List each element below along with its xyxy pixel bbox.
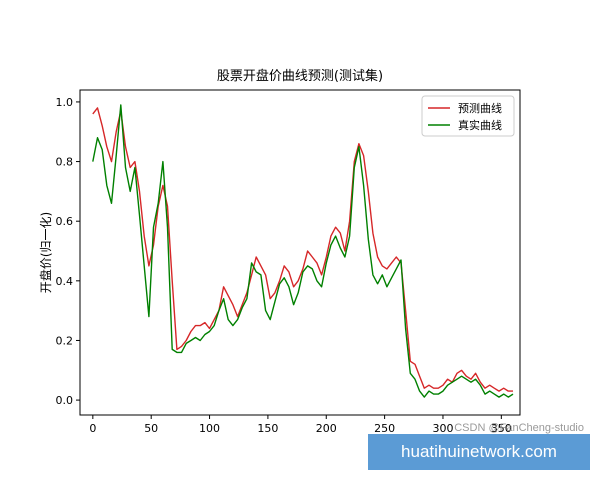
series-line-actual (92, 104, 514, 398)
axes: 0 50 100 150 200 250 300 350 0.0 0.2 0.4 0.6 0.8 1.0 (56, 89, 521, 435)
x-tick-label: 150 (257, 422, 278, 435)
y-tick-label: 0.4 (56, 275, 74, 288)
x-tick-label: 0 (89, 422, 96, 435)
y-tick-label: 0.8 (56, 156, 74, 169)
watermark: CSDN @FanCheng-studio (454, 422, 584, 434)
plot-frame (79, 89, 521, 416)
x-tick-label: 100 (199, 422, 220, 435)
x-tick-label: 250 (374, 422, 395, 435)
x-tick-label: 300 (432, 422, 453, 435)
footer-banner: huatihuinetwork.com (368, 434, 590, 470)
legend-label: 真实曲线 (458, 118, 502, 132)
legend-label: 预测曲线 (458, 101, 502, 115)
series-group (92, 104, 514, 398)
chart-title: 股票开盘价曲线预测(测试集) (217, 68, 383, 84)
y-axis-label: 开盘价(归一化) (38, 212, 53, 293)
x-tick-label: 200 (316, 422, 337, 435)
series-line-predicted (92, 107, 513, 392)
x-tick-label: 50 (144, 422, 158, 435)
y-tick-label: 0.0 (56, 394, 74, 407)
y-tick-label: 0.2 (56, 334, 74, 347)
legend-box (421, 95, 515, 137)
x-tick-label: 350 (491, 422, 512, 435)
y-tick-label: 0.6 (56, 215, 74, 228)
y-tick-label: 1.0 (56, 96, 74, 109)
